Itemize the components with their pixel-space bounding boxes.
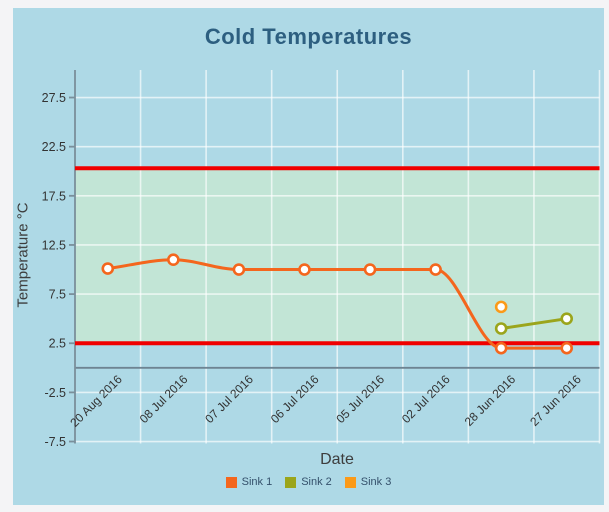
chart-panel: Cold Temperatures 27.5 22.5 17.5 12.5 7.5 2.5… <box>13 8 604 505</box>
x-tick-label: 02 Jul 2016 <box>399 372 453 426</box>
data-point-sink-1 <box>101 262 115 275</box>
series-line-sink-1 <box>106 258 569 350</box>
x-tick-label: 08 Jul 2016 <box>137 372 191 426</box>
data-point-sink-2 <box>560 312 574 325</box>
legend-label-sink-2: Sink 2 <box>301 476 332 488</box>
y-tick-label: 27.5 <box>42 91 66 105</box>
x-tick-label: 20 Aug 2016 <box>67 372 125 430</box>
x-tick-label: 27 Jun 2016 <box>527 372 584 429</box>
x-tick-label: 06 Jul 2016 <box>268 372 322 426</box>
data-point-sink-1 <box>167 253 180 266</box>
data-point-sink-3 <box>494 300 508 314</box>
legend: Sink 1 Sink 2 Sink 3 <box>13 476 604 488</box>
legend-item-sink-2: Sink 2 <box>285 476 332 488</box>
x-tick-label: 07 Jul 2016 <box>202 372 256 426</box>
x-axis-title: Date <box>320 451 354 468</box>
x-tick-label: 05 Jul 2016 <box>333 372 387 426</box>
y-tick-label: 7.5 <box>49 288 66 302</box>
data-point-sink-1 <box>232 263 246 276</box>
y-tick-label: -7.5 <box>44 435 66 449</box>
series-line-sink-2 <box>499 317 569 331</box>
legend-label-sink-1: Sink 1 <box>241 476 273 488</box>
y-tick-label: 22.5 <box>42 140 66 154</box>
y-tick-label: 12.5 <box>42 238 66 252</box>
y-tick-label: -2.5 <box>44 386 66 400</box>
data-point-sink-1 <box>429 263 442 276</box>
legend-swatch-sink-2 <box>285 476 297 488</box>
x-tick-label: 28 Jun 2016 <box>462 372 519 429</box>
data-point-sink-1 <box>298 263 311 276</box>
legend-label-sink-3: Sink 3 <box>360 476 392 488</box>
legend-swatch-sink-3 <box>344 476 356 488</box>
data-point-sink-1 <box>560 341 574 355</box>
legend-item-sink-3: Sink 3 <box>344 476 392 488</box>
data-point-sink-1 <box>494 341 508 355</box>
chart-title: Cold Temperatures <box>204 24 413 49</box>
legend-swatch-sink-1 <box>225 476 237 488</box>
data-point-sink-1 <box>363 263 377 276</box>
legend-item-sink-1: Sink 1 <box>225 476 273 488</box>
y-axis-title: Temperature °C <box>14 202 32 308</box>
y-tick-label: 17.5 <box>42 189 66 203</box>
y-tick-label: 2.5 <box>49 337 66 351</box>
data-point-sink-2 <box>494 322 508 335</box>
